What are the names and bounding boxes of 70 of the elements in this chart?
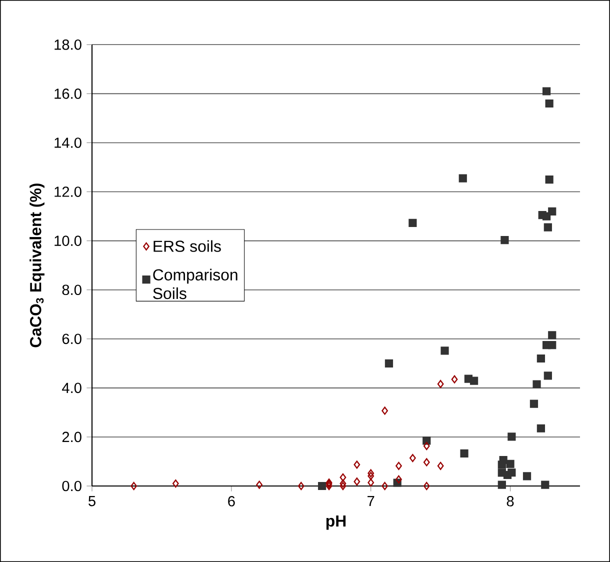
point <box>368 478 374 487</box>
point <box>437 380 444 388</box>
point <box>423 458 430 466</box>
y-axis-title: CaCO$_{3}$ Equivalent (%) <box>30 184 44 348</box>
point <box>172 479 179 488</box>
y-tick-label: 8.0 <box>62 284 82 296</box>
point <box>548 331 556 340</box>
point <box>340 473 346 482</box>
point <box>536 424 546 432</box>
point <box>354 478 360 486</box>
point <box>423 482 430 490</box>
point <box>458 174 467 182</box>
point <box>544 372 552 380</box>
y-tick-label: 0.0 <box>62 480 82 492</box>
point <box>396 462 402 470</box>
point <box>318 482 326 490</box>
y-tick-label: 18.0 <box>54 40 82 50</box>
point <box>382 406 388 415</box>
point <box>542 212 551 220</box>
point <box>422 436 431 445</box>
y-tick-label: 10.0 <box>54 236 82 246</box>
point <box>408 218 417 227</box>
point <box>368 472 374 480</box>
point <box>541 480 550 489</box>
point <box>340 479 346 488</box>
point <box>536 354 546 363</box>
point <box>298 482 304 490</box>
point <box>508 468 516 477</box>
point <box>532 380 541 388</box>
point <box>326 482 332 490</box>
y-tick-label: 14.0 <box>54 138 82 148</box>
point <box>498 480 506 489</box>
point <box>508 432 516 441</box>
y-tick-label: 4.0 <box>62 382 82 394</box>
point <box>545 99 554 108</box>
point <box>460 449 468 458</box>
point <box>256 480 262 489</box>
point <box>340 482 346 490</box>
x-tick-label: 8 <box>506 496 514 506</box>
point <box>542 87 551 96</box>
point <box>409 454 416 462</box>
point <box>130 482 138 490</box>
point <box>548 340 556 350</box>
y-tick-label: 12.0 <box>54 186 82 197</box>
point <box>368 469 374 478</box>
point <box>437 462 444 470</box>
point <box>545 175 554 184</box>
x-tick-label: 5 <box>88 496 96 506</box>
y-tick-label: 6.0 <box>62 334 82 344</box>
point <box>384 359 394 368</box>
x-tick-label: 7 <box>368 496 374 506</box>
legend-label: Comparison Soils <box>153 268 238 300</box>
point <box>522 472 532 480</box>
point <box>396 475 402 484</box>
point <box>500 236 509 244</box>
x-tick-label: 6 <box>228 496 235 506</box>
point <box>506 460 514 468</box>
point <box>440 346 449 355</box>
point <box>530 400 538 408</box>
point <box>499 456 508 464</box>
point <box>470 376 478 385</box>
point <box>451 375 458 384</box>
point <box>382 482 388 490</box>
point <box>544 223 552 232</box>
y-tick-label: 2.0 <box>62 432 82 442</box>
point <box>423 442 430 450</box>
y-tick-label: 16.0 <box>54 88 82 99</box>
legend-label: ERS soils <box>154 240 221 252</box>
x-axis-title: pH <box>326 515 346 530</box>
point <box>354 460 360 469</box>
